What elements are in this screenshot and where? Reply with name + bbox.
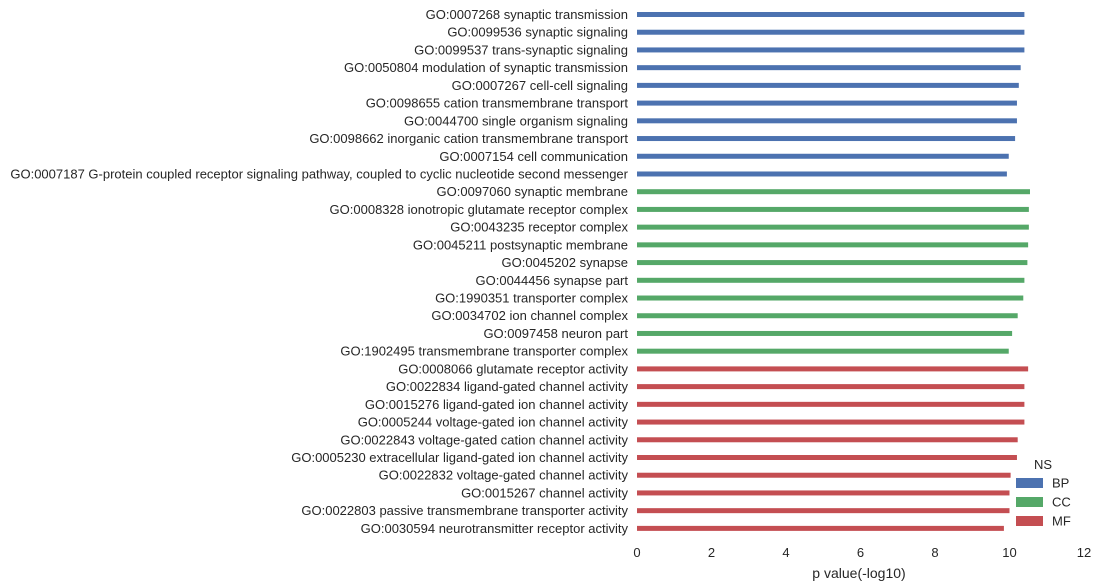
legend-title: NS [1034,457,1052,472]
bar-28 [637,490,1010,496]
bar-30 [637,525,1004,531]
category-label-7: GO:0044700 single organism signaling [404,113,628,128]
x-tick-labels: 0 2 4 6 8 10 12 [633,545,1091,560]
legend-entries: BP CC MF [1016,476,1071,529]
category-label-14: GO:0045211 postsynaptic membrane [413,237,628,252]
bar-24 [637,419,1025,425]
bar-25 [637,437,1018,443]
x-tick-label-12: 12 [1077,545,1091,560]
category-label-21: GO:0008066 glutamate receptor activity [398,361,628,376]
x-axis: 0 2 4 6 8 10 12 p value(-log10) [633,545,1091,581]
bar-17 [637,295,1024,301]
bar-9 [637,153,1009,159]
plot-area: GO:0007268 synaptic transmission GO:00995… [10,7,1030,536]
bar-14 [637,242,1029,248]
legend-label-cc: CC [1052,495,1071,510]
category-label-23: GO:0015276 ligand-gated ion channel acti… [365,397,629,412]
x-tick-label-10: 10 [1002,545,1016,560]
category-label-24: GO:0005244 voltage-gated ion channel act… [358,415,629,430]
legend-label-mf: MF [1052,514,1071,529]
legend-swatch-cc [1016,497,1043,507]
category-label-25: GO:0022843 voltage-gated cation channel … [340,432,628,447]
category-label-11: GO:0097060 synaptic membrane [437,184,629,199]
category-label-29: GO:0022803 passive transmembrane transpo… [301,503,628,518]
bar-13 [637,224,1029,230]
category-label-6: GO:0098655 cation transmembrane transpor… [366,96,629,111]
bar-8 [637,136,1016,142]
legend-swatch-bp [1016,478,1043,488]
x-tick-label-0: 0 [633,545,640,560]
bar-29 [637,508,1010,514]
bar-7 [637,118,1017,124]
category-labels: GO:0007268 synaptic transmission GO:00995… [10,7,628,536]
category-label-13: GO:0043235 receptor complex [450,220,628,235]
bar-21 [637,366,1029,372]
bar-19 [637,330,1013,336]
bar-15 [637,260,1028,266]
bar-27 [637,472,1011,478]
bar-10 [637,171,1007,177]
x-axis-label: p value(-log10) [812,565,905,581]
category-label-19: GO:0097458 neuron part [483,326,628,341]
bar-6 [637,100,1017,106]
category-label-10: GO:0007187 G-protein coupled receptor si… [10,166,628,181]
bar-20 [637,348,1009,354]
category-label-30: GO:0030594 neurotransmitter receptor act… [361,521,629,536]
category-label-27: GO:0022832 voltage-gated channel activit… [379,468,629,483]
x-tick-label-4: 4 [782,545,789,560]
category-label-15: GO:0045202 synapse [502,255,628,270]
bar-12 [637,206,1029,212]
bar-4 [637,65,1021,71]
category-label-9: GO:0007154 cell communication [439,149,628,164]
category-label-26: GO:0005230 extracellular ligand-gated io… [291,450,628,465]
category-label-20: GO:1902495 transmembrane transporter com… [340,344,628,359]
category-label-17: GO:1990351 transporter complex [435,291,628,306]
category-label-16: GO:0044456 synapse part [476,273,629,288]
x-tick-label-2: 2 [708,545,715,560]
category-label-8: GO:0098662 inorganic cation transmembran… [309,131,628,146]
bar-1 [637,12,1025,17]
category-label-3: GO:0099537 trans-synaptic signaling [414,42,628,57]
bar-18 [637,313,1018,319]
bar-5 [637,82,1019,88]
bar-26 [637,455,1017,460]
legend-label-bp: BP [1052,476,1069,491]
category-label-22: GO:0022834 ligand-gated channel activity [386,379,629,394]
bar-16 [637,277,1025,283]
x-tick-label-8: 8 [931,545,938,560]
legend: NS BP CC MF [1016,457,1071,529]
bar-23 [637,401,1025,407]
legend-swatch-mf [1016,516,1043,526]
category-label-1: GO:0007268 synaptic transmission [426,7,628,22]
bars [637,12,1030,531]
bar-3 [637,47,1025,53]
category-label-18: GO:0034702 ion channel complex [431,308,628,323]
category-label-12: GO:0008328 ionotropic glutamate receptor… [330,202,629,217]
category-label-5: GO:0007267 cell-cell signaling [452,78,628,93]
x-tick-label-6: 6 [857,545,864,560]
category-label-4: GO:0050804 modulation of synaptic transm… [344,60,628,75]
bar-22 [637,384,1025,390]
category-label-28: GO:0015267 channel activity [461,485,628,500]
bar-2 [637,29,1025,35]
category-label-2: GO:0099536 synaptic signaling [447,25,628,40]
bar-11 [637,189,1030,195]
